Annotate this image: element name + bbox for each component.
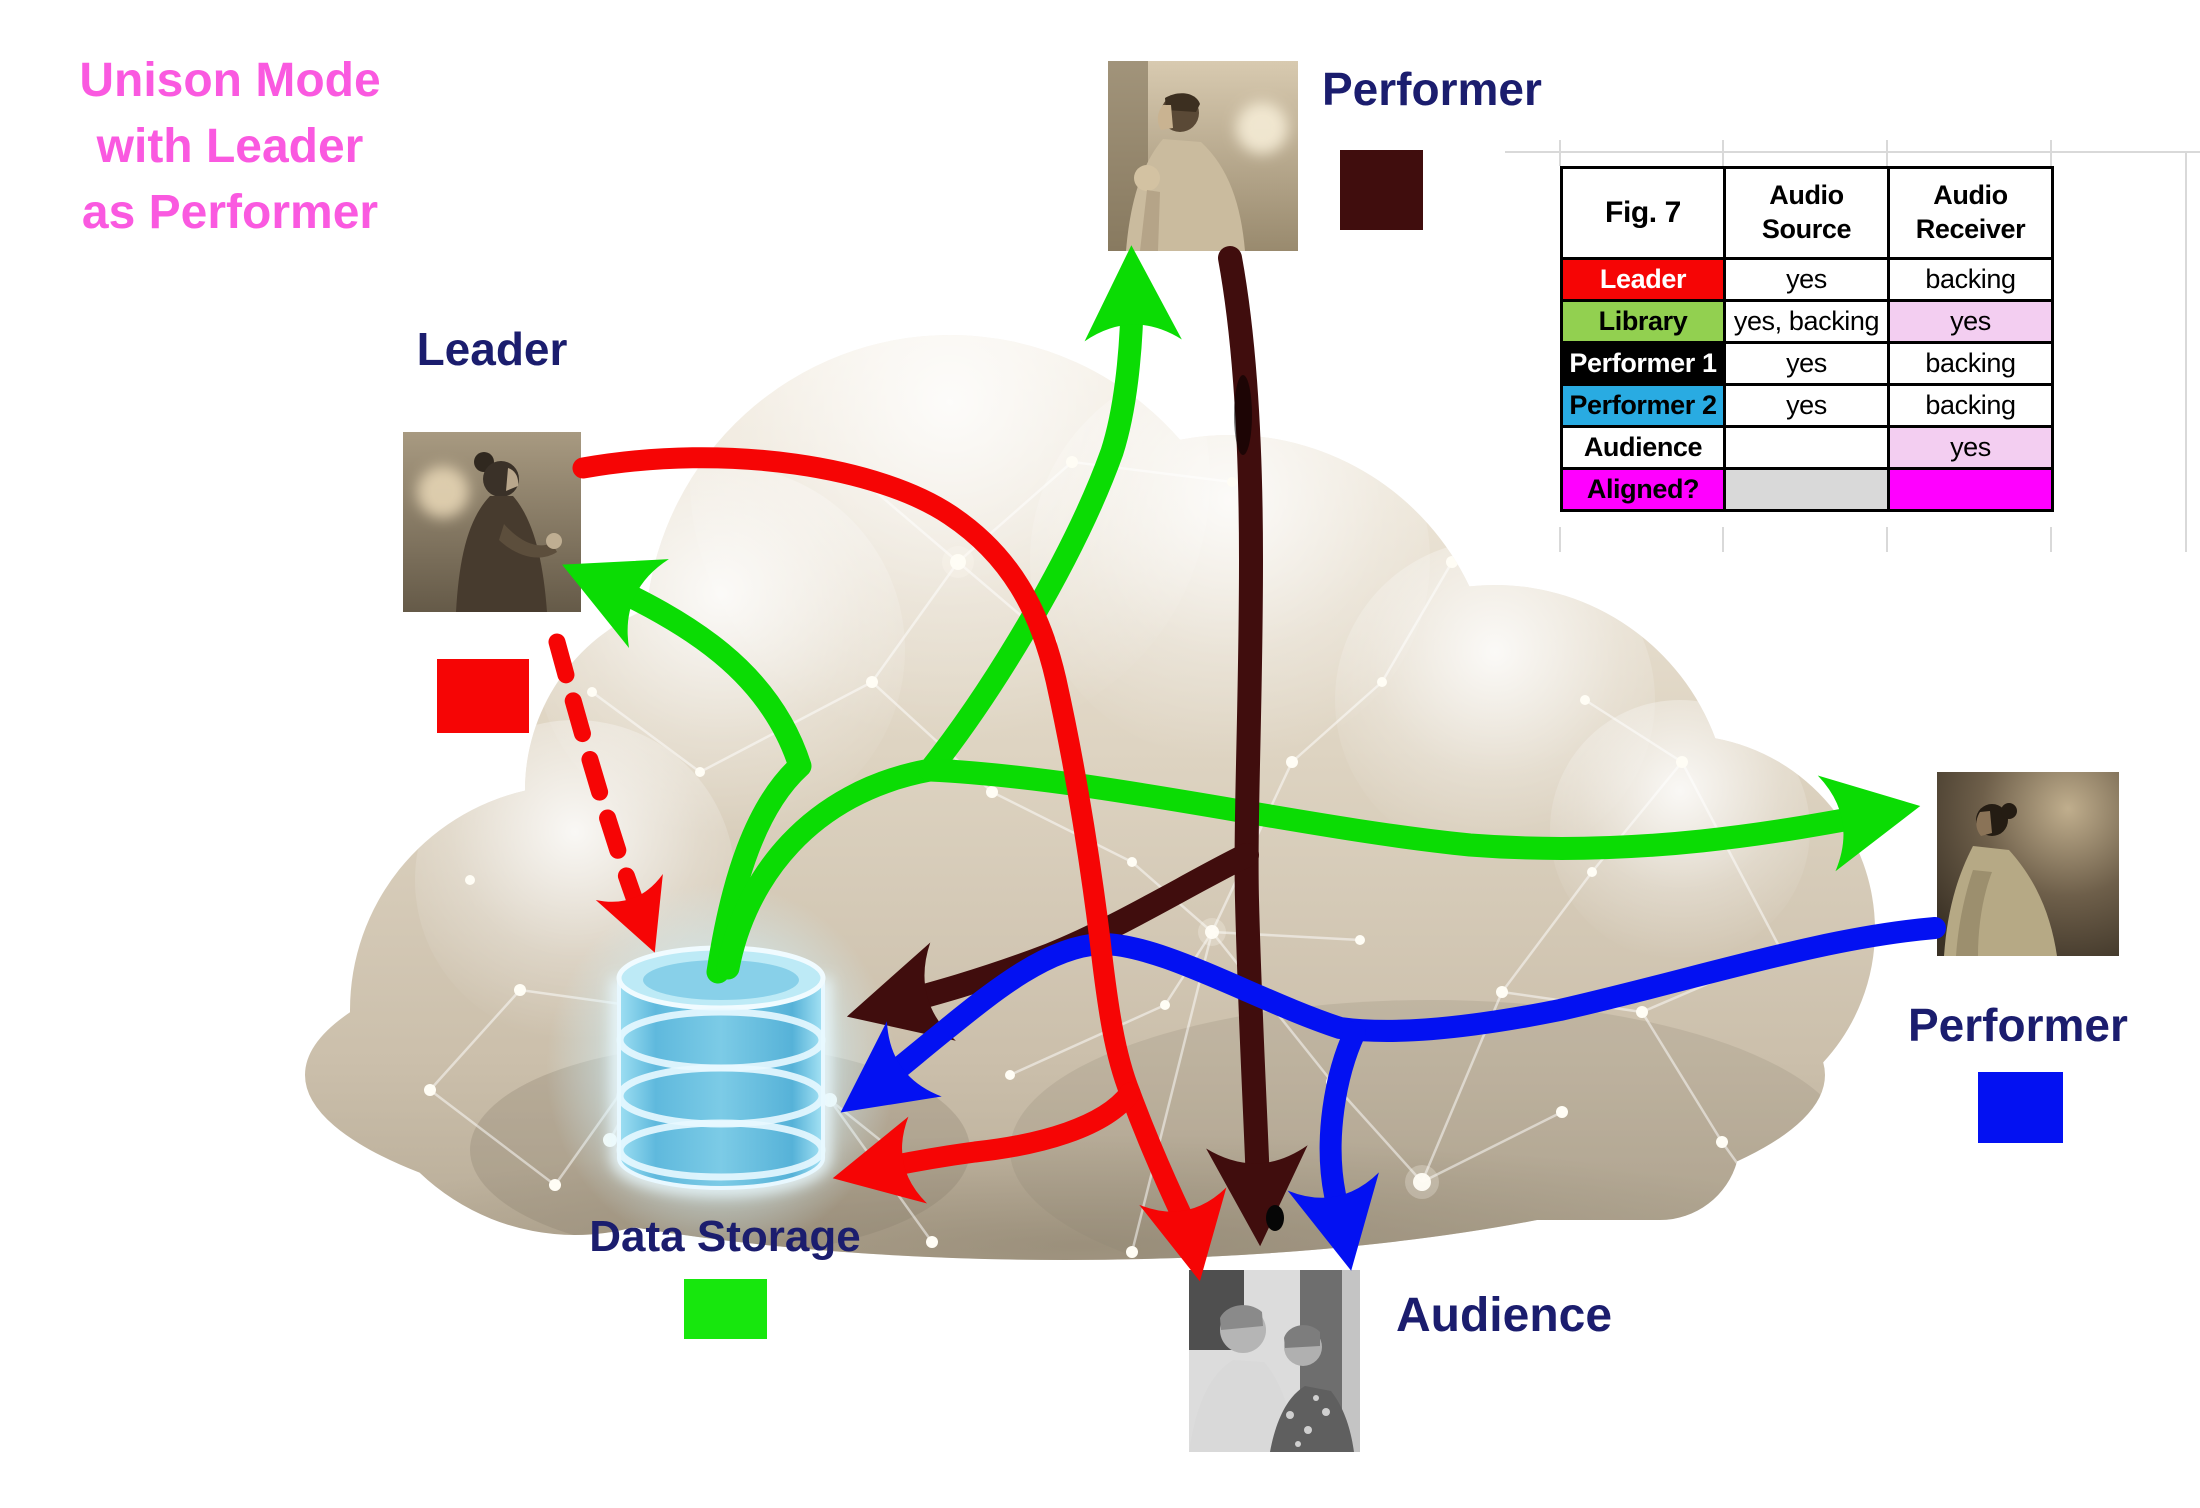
performer-top-photo <box>1108 61 1298 251</box>
performer-right-photo <box>1937 772 2119 956</box>
data-storage-icon <box>546 883 896 1253</box>
table-row-aligned: Aligned? <box>1560 467 2054 512</box>
diagram-title-line3: as Performer <box>81 186 379 240</box>
performer-top-color-swatch <box>1340 150 1423 230</box>
table-row-leader: Leader yes backing <box>1560 257 2054 302</box>
data-storage-color-swatch <box>684 1279 767 1339</box>
table-fig-label: Fig. 7 <box>1560 166 1726 260</box>
spreadsheet-gridlines <box>1505 140 2200 552</box>
diagram-title-line1: Unison Mode <box>79 54 381 107</box>
data-storage-label: Data Storage <box>589 1212 861 1261</box>
table-col-audio-receiver: Audio Receiver <box>1887 166 2054 260</box>
diagram-title-line2: with Leader <box>96 120 364 174</box>
maroon-arrow-ink-blot <box>1266 1205 1284 1231</box>
flow-red-dashed-leader-to-storage <box>548 633 663 953</box>
table-row-performer-2: Performer 2 yes backing <box>1560 383 2054 428</box>
table-col-audio-source: Audio Source <box>1723 166 1890 260</box>
flow-red-leader-to-audience <box>572 447 1227 1282</box>
flow-blue-performer-right-to-storage <box>840 917 1946 1113</box>
performer-right-color-swatch <box>1978 1072 2063 1143</box>
table-header-row: Fig. 7 Audio Source Audio Receiver <box>1560 166 2054 260</box>
audio-roles-table: Fig. 7 Audio Source Audio Receiver Leade… <box>1560 166 2054 512</box>
flow-green-storage-to-performer-right <box>918 758 1921 872</box>
performer-top-label: Performer <box>1322 63 1542 115</box>
flow-green-storage-to-performer-top <box>716 245 1182 980</box>
audience-label: Audience <box>1396 1289 1613 1342</box>
flow-green-storage-to-leader <box>562 559 812 984</box>
audience-photo <box>1189 1270 1360 1452</box>
performer-right-label: Performer <box>1908 999 2128 1051</box>
leader-label: Leader <box>416 323 568 375</box>
flow-red-branch-to-storage <box>832 1082 1141 1204</box>
diagram-title: Unison Mode with Leader as Performer <box>50 48 410 247</box>
maroon-line-ink-streak <box>1234 375 1252 455</box>
flow-blue-branch-to-audience <box>1287 1021 1379 1271</box>
leader-color-swatch <box>437 659 529 733</box>
table-row-library: Library yes, backing yes <box>1560 299 2054 344</box>
table-row-audience: Audience yes <box>1560 425 2054 470</box>
leader-photo <box>403 432 581 612</box>
table-row-performer-1: Performer 1 yes backing <box>1560 341 2054 386</box>
